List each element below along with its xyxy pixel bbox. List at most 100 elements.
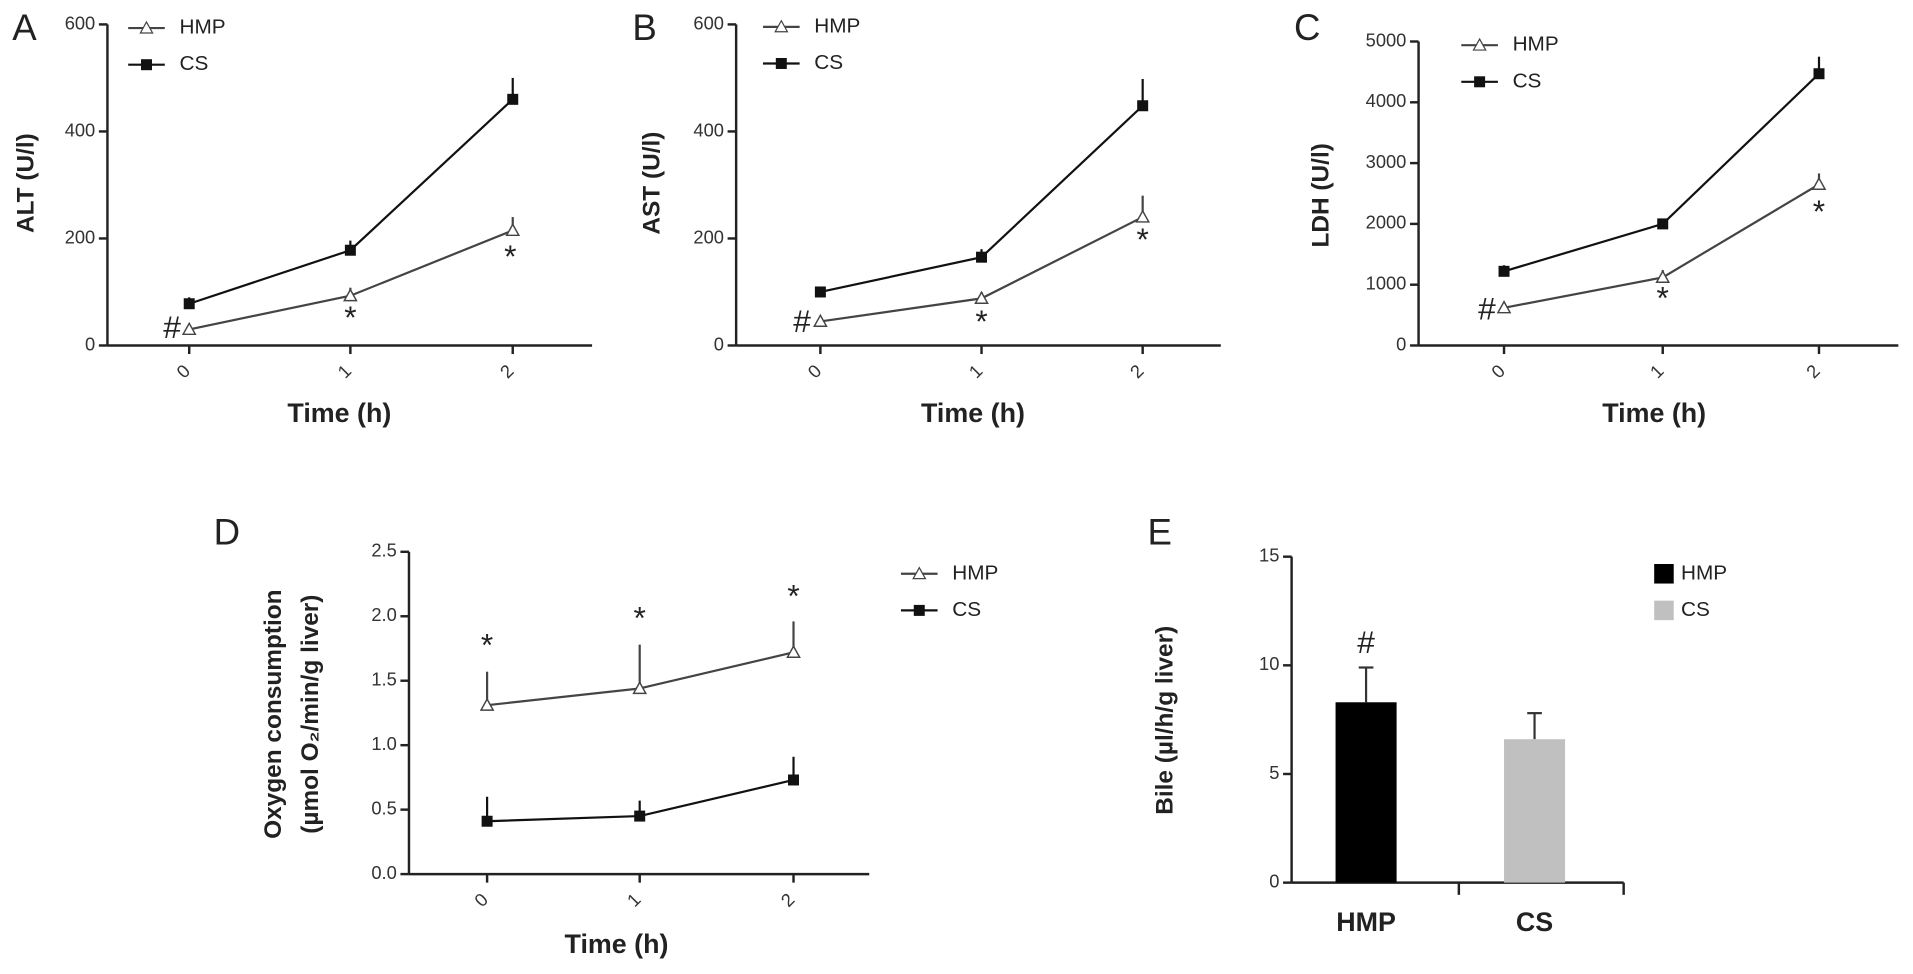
panel: E 0 5 10 15 Bile (µl/h/g liver) # HMP HMP CS CS [1148, 511, 1728, 937]
annotation: * [975, 303, 987, 339]
bar [1335, 702, 1397, 883]
x-tick-label: CS [1516, 907, 1553, 937]
annotation: * [1813, 193, 1825, 229]
annotation: * [504, 238, 516, 274]
marker [1655, 269, 1671, 284]
annotation: * [1136, 221, 1148, 257]
x-tick-label: 0 [470, 889, 492, 911]
y-tick-label: 10 [1259, 653, 1279, 674]
y-tick-label: 0 [714, 333, 724, 354]
y-tick-label: 5 [1269, 762, 1279, 783]
legend-label: HMP [952, 561, 998, 584]
marker [788, 774, 800, 786]
x-tick-label: 1 [623, 889, 645, 911]
panel-label: A [12, 7, 37, 48]
marker [1137, 100, 1149, 112]
y-tick-label: 200 [693, 226, 724, 247]
x-axis-label: Time (h) [287, 398, 391, 428]
annotation: # [1357, 624, 1375, 660]
legend-label: CS [814, 51, 843, 74]
marker [814, 286, 826, 298]
legend-marker [912, 566, 927, 580]
marker [343, 288, 358, 302]
x-tick-label: 0 [803, 360, 825, 382]
x-tick-label: 0 [172, 360, 194, 382]
marker [507, 93, 519, 105]
legend-label: CS [179, 52, 208, 75]
x-tick-label: 1 [1646, 360, 1668, 382]
legend-label: CS [1513, 69, 1542, 92]
panel-label: E [1148, 511, 1172, 552]
marker [634, 810, 646, 822]
y-tick-label: 2.5 [371, 540, 396, 561]
marker [479, 697, 495, 711]
x-tick-label: HMP [1336, 907, 1396, 937]
legend-marker [913, 604, 925, 616]
marker [183, 298, 195, 310]
series-line [820, 104, 1144, 294]
y-tick-label: 0 [85, 333, 95, 354]
y-tick-label: 400 [65, 119, 96, 140]
legend-swatch [1654, 564, 1674, 584]
y-tick-label: 400 [693, 119, 724, 140]
y-tick-label: 5000 [1366, 29, 1407, 50]
marker [344, 244, 356, 256]
panel: B 0 200 400 600 AST (U/l) Time (h) # * * 0 1 2 HMP CS [632, 7, 1221, 428]
y-axis-label: AST (U/l) [639, 132, 666, 235]
marker [1813, 68, 1825, 80]
y-tick-label: 1.5 [371, 669, 396, 690]
x-axis-label: Time (h) [921, 398, 1025, 428]
x-tick-label: 0 [1487, 360, 1509, 382]
panel: A 0 200 400 600 ALT (U/l) Time (h) # * * 0 1 2 HMP CS [12, 7, 593, 428]
marker [505, 222, 521, 237]
annotation: * [634, 600, 646, 636]
y-tick-label: 600 [693, 12, 724, 33]
marker [1811, 176, 1827, 190]
y-axis-label: Oxygen consumption [260, 589, 287, 839]
bar [1504, 739, 1566, 883]
x-tick-label: 1 [333, 360, 355, 382]
y-tick-label: 2.0 [371, 604, 396, 625]
marker [1498, 265, 1510, 277]
series-line [188, 98, 514, 305]
legend-label: HMP [1513, 33, 1559, 56]
legend-marker [1472, 37, 1487, 51]
marker [813, 313, 828, 328]
y-tick-label: 0 [1269, 870, 1279, 891]
marker [481, 815, 493, 827]
annotation: * [481, 626, 493, 662]
panel-label: D [214, 511, 240, 552]
y-tick-label: 0 [1396, 333, 1406, 354]
y-tick-label: 200 [65, 226, 96, 247]
y-axis-label: ALT (U/l) [12, 133, 39, 233]
marker [976, 251, 988, 263]
y-tick-label: 1000 [1366, 273, 1407, 294]
series-line [1503, 72, 1820, 273]
legend-label: HMP [814, 14, 860, 37]
marker [1496, 300, 1512, 314]
annotation: # [1478, 291, 1496, 327]
marker [786, 644, 801, 658]
panel: C 0 1000 2000 3000 4000 5000 LDH (U/l) Time (h) #… [1294, 7, 1899, 428]
x-tick-label: 2 [1126, 360, 1148, 382]
y-tick-label: 2000 [1366, 212, 1407, 233]
legend-label: CS [952, 598, 981, 621]
panel-label: B [632, 7, 656, 48]
panel: D 0.0 0.5 1.0 1.5 2.0 2.5 Oxygen consumption (µm… [214, 511, 999, 959]
y-axis-label: Bile (µl/h/g liver) [1151, 626, 1178, 815]
x-axis-label: Time (h) [565, 929, 669, 959]
y-tick-label: 0.5 [371, 797, 396, 818]
legend-label: HMP [179, 16, 225, 39]
marker [181, 321, 197, 336]
y-tick-label: 600 [65, 12, 96, 33]
legend-label: CS [1681, 598, 1710, 621]
annotation: # [163, 309, 181, 345]
marker [974, 290, 989, 305]
x-tick-label: 2 [1802, 360, 1824, 382]
y-tick-label: 0.0 [371, 862, 396, 883]
marker [1135, 209, 1151, 223]
legend-marker [774, 19, 789, 33]
legend-label: HMP [1681, 561, 1727, 584]
legend-swatch [1654, 600, 1674, 621]
